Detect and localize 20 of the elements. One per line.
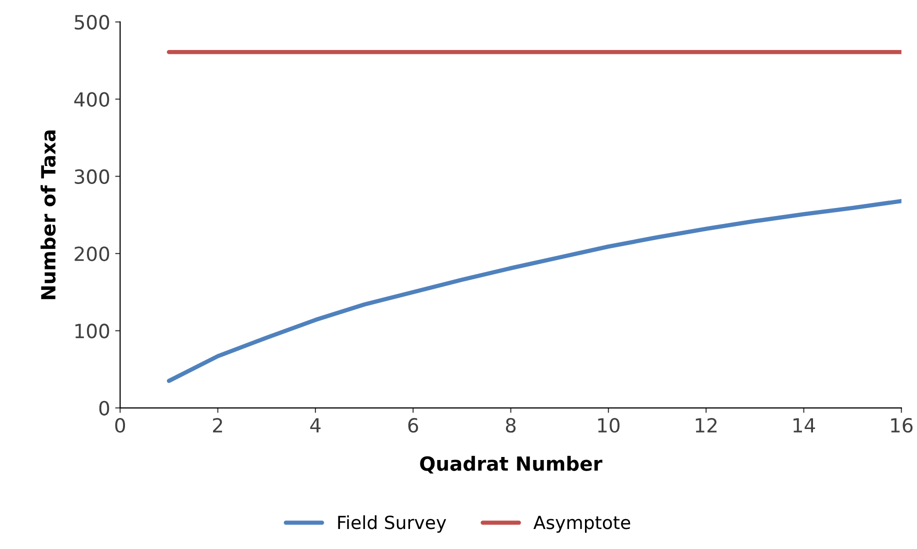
legend-label: Field Survey xyxy=(338,515,446,533)
x-tick-label: 12 xyxy=(696,418,717,432)
x-tick-label: 0 xyxy=(115,418,126,433)
y-tick-label: 500 xyxy=(74,14,110,30)
x-tick-label: 4 xyxy=(310,418,321,432)
line-series xyxy=(166,198,902,383)
legend-label: Asymptote xyxy=(533,516,630,533)
y-tick-label: 0 xyxy=(99,400,110,416)
y-tick-label: 400 xyxy=(74,92,110,107)
x-tick-label: 16 xyxy=(891,418,913,433)
x-tick-label: 14 xyxy=(794,418,816,432)
x-axis-title: Quadrat Number xyxy=(420,456,602,474)
x-tick-label: 10 xyxy=(598,418,620,433)
x-tick-label: 2 xyxy=(213,418,222,432)
x-tick-label: 8 xyxy=(506,418,516,433)
y-tick-label: 300 xyxy=(74,169,110,184)
x-tick-label: 6 xyxy=(408,418,418,433)
y-tick-label: 200 xyxy=(74,246,110,262)
y-tick-label: 100 xyxy=(75,324,110,338)
y-axis-title: Number of Taxa xyxy=(40,130,56,300)
